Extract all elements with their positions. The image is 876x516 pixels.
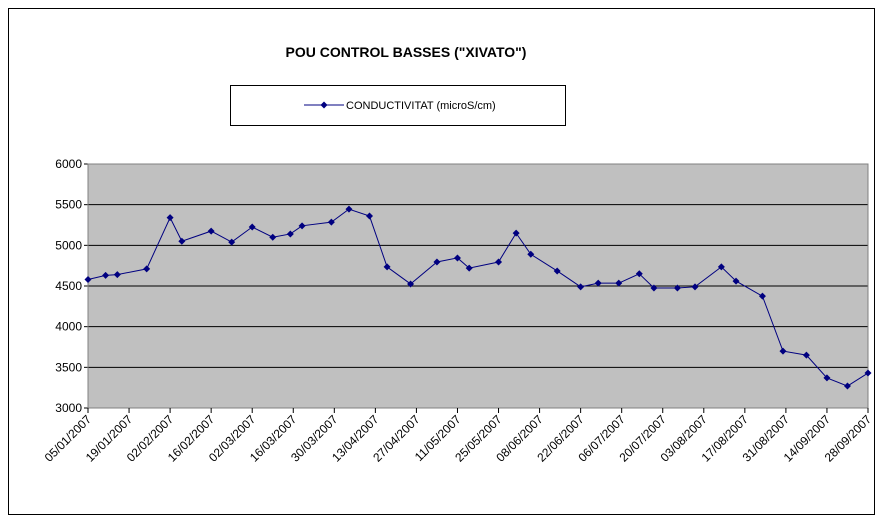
marker <box>433 258 441 266</box>
marker <box>594 279 602 287</box>
marker <box>717 263 725 271</box>
marker <box>691 283 699 291</box>
marker <box>102 271 110 279</box>
marker <box>779 347 787 355</box>
marker <box>465 264 473 272</box>
marker <box>823 374 831 382</box>
marker <box>453 254 461 262</box>
marker <box>248 223 256 231</box>
marker <box>383 263 391 271</box>
marker <box>758 292 766 300</box>
chart-title: POU CONTROL BASSES ("XIVATO") <box>286 44 527 60</box>
marker <box>732 277 740 285</box>
marker <box>113 271 121 279</box>
marker <box>84 275 92 283</box>
marker <box>178 237 186 245</box>
y-tick-label: 3000 <box>55 401 82 415</box>
y-tick-label: 5000 <box>55 238 82 252</box>
plot-border <box>87 163 869 409</box>
marker <box>843 382 851 390</box>
marker <box>207 227 215 235</box>
marker <box>269 233 277 241</box>
marker <box>228 238 236 246</box>
y-tick-label: 4500 <box>55 279 82 293</box>
marker <box>512 229 520 237</box>
marker <box>615 279 623 287</box>
marker <box>298 222 306 230</box>
marker <box>407 280 415 288</box>
marker <box>553 267 561 275</box>
marker <box>577 283 585 291</box>
marker <box>495 258 503 266</box>
marker <box>650 284 658 292</box>
legend <box>230 85 566 126</box>
y-tick-label: 6000 <box>55 157 82 171</box>
marker <box>366 212 374 220</box>
marker <box>527 250 535 258</box>
y-tick-label: 5500 <box>55 198 82 212</box>
y-tick-label: 3500 <box>55 360 82 374</box>
marker <box>143 265 151 273</box>
y-tick-label: 4000 <box>55 320 82 334</box>
legend-marker <box>320 101 328 109</box>
marker <box>345 205 353 213</box>
legend-label: CONDUCTIVITAT (microS/cm) <box>346 100 496 112</box>
marker <box>635 270 643 278</box>
marker <box>286 230 294 238</box>
marker <box>673 284 681 292</box>
marker <box>166 214 174 222</box>
marker <box>327 218 335 226</box>
marker <box>802 351 810 359</box>
marker <box>864 369 872 377</box>
